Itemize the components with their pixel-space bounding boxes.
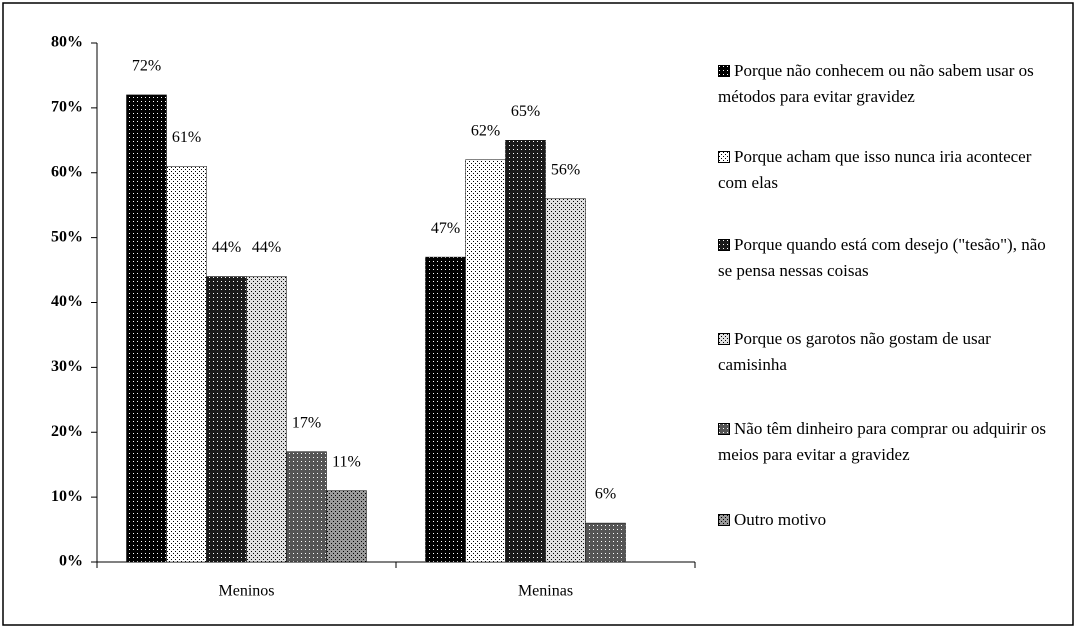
bar bbox=[465, 159, 506, 563]
data-label: 11% bbox=[332, 453, 361, 470]
bar bbox=[585, 522, 626, 563]
bar bbox=[286, 451, 327, 563]
legend-label: Porque quando está com desejo ("tesão"),… bbox=[718, 235, 1046, 280]
legend-label: Porque não conhecem ou não sabem usar os… bbox=[718, 61, 1034, 106]
bar bbox=[246, 276, 287, 563]
bar bbox=[126, 94, 167, 563]
legend-swatch-rect bbox=[718, 239, 730, 251]
x-tick-label: Meninos bbox=[219, 583, 275, 600]
bar bbox=[166, 166, 207, 563]
bar bbox=[206, 276, 247, 563]
legend-label: Porque os garotos não gostam de usar cam… bbox=[718, 329, 991, 374]
data-label: 72% bbox=[132, 58, 161, 75]
y-tick-label: 40% bbox=[51, 293, 83, 310]
data-label: 44% bbox=[252, 239, 281, 256]
legend-swatch bbox=[718, 423, 730, 435]
data-label: 65% bbox=[511, 103, 540, 120]
bar bbox=[326, 490, 367, 563]
legend-entry: Outro motivo bbox=[718, 507, 1058, 533]
legend-entry: Porque acham que isso nunca iria acontec… bbox=[718, 144, 1058, 196]
data-label: 17% bbox=[292, 414, 321, 431]
y-tick-label: 50% bbox=[51, 228, 83, 245]
legend-swatch bbox=[718, 333, 730, 345]
data-label: 6% bbox=[595, 486, 616, 503]
data-label: 47% bbox=[431, 220, 460, 237]
data-label: 62% bbox=[471, 122, 500, 139]
x-tick-label: Meninas bbox=[518, 583, 573, 600]
y-tick-label: 20% bbox=[51, 423, 83, 440]
legend-entry: Porque quando está com desejo ("tesão"),… bbox=[718, 232, 1058, 284]
legend-swatch bbox=[718, 151, 730, 163]
bar bbox=[505, 140, 546, 563]
legend-entry: Porque não conhecem ou não sabem usar os… bbox=[718, 58, 1058, 110]
legend-entry: Porque os garotos não gostam de usar cam… bbox=[718, 326, 1058, 378]
y-tick-label: 60% bbox=[51, 163, 83, 180]
legend-label: Porque acham que isso nunca iria acontec… bbox=[718, 147, 1032, 192]
legend-swatch bbox=[718, 514, 730, 526]
bar bbox=[545, 198, 586, 563]
bar bbox=[425, 256, 466, 563]
legend-swatch-rect bbox=[718, 333, 730, 345]
legend-label: Não têm dinheiro para comprar ou adquiri… bbox=[718, 419, 1047, 464]
legend-swatch-rect bbox=[718, 514, 730, 526]
y-tick-label: 30% bbox=[51, 358, 83, 375]
legend-entry: Não têm dinheiro para comprar ou adquiri… bbox=[718, 416, 1058, 468]
data-label: 44% bbox=[212, 239, 241, 256]
data-label: 61% bbox=[172, 129, 201, 146]
legend-swatch-rect bbox=[718, 423, 730, 435]
y-tick-label: 10% bbox=[51, 488, 83, 505]
y-tick-label: 0% bbox=[59, 553, 83, 570]
legend-swatch bbox=[718, 239, 730, 251]
legend-label: Outro motivo bbox=[734, 510, 827, 529]
legend-swatch bbox=[718, 65, 730, 77]
y-tick-label: 70% bbox=[51, 99, 83, 116]
data-label: 56% bbox=[551, 161, 580, 178]
y-tick-label: 80% bbox=[51, 34, 83, 51]
legend-swatch-rect bbox=[718, 65, 730, 77]
legend-swatch-rect bbox=[718, 151, 730, 163]
